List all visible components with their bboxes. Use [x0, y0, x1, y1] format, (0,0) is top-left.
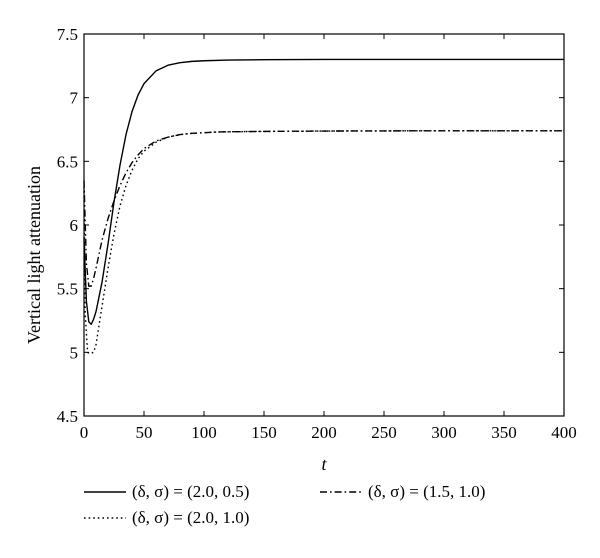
x-tick-label: 50 [136, 423, 153, 442]
series-line-dashdot [83, 130, 564, 287]
series-line-solid [83, 58, 564, 326]
plot-frame [83, 33, 565, 417]
x-tick-label: 0 [80, 423, 89, 442]
x-tick-label: 350 [491, 423, 517, 442]
x-tick-label: 100 [191, 423, 217, 442]
x-tick-label: 150 [251, 423, 277, 442]
axis-ticks [83, 33, 565, 417]
y-tick-label: 5.5 [57, 280, 78, 299]
y-tick-label: 7 [70, 89, 79, 108]
x-axis-label: t [321, 454, 327, 474]
tick-labels: 0 50 100 150 200 250 300 350 400 4.5 5 5.5 6 6.5 7 7.5 [57, 25, 577, 442]
x-tick-label: 200 [311, 423, 337, 442]
plot-area [83, 33, 565, 417]
series-line-dotted [83, 130, 564, 355]
legend-label: (δ, σ) = (1.5, 1.0) [368, 482, 485, 501]
x-tick-label: 300 [431, 423, 457, 442]
legend-label: (δ, σ) = (2.0, 1.0) [132, 508, 249, 527]
x-tick-label: 250 [371, 423, 397, 442]
y-tick-label: 5 [70, 343, 79, 362]
y-tick-label: 6 [70, 216, 79, 235]
series-layer [83, 58, 564, 355]
x-tick-label: 400 [551, 423, 577, 442]
y-tick-label: 6.5 [57, 152, 78, 171]
legend-label: (δ, σ) = (2.0, 0.5) [132, 482, 249, 501]
legend: (δ, σ) = (2.0, 0.5) (δ, σ) = (1.5, 1.0) (δ… [84, 482, 485, 527]
y-axis-label: Vertical light attenuation [24, 166, 44, 344]
y-tick-label: 7.5 [57, 25, 78, 44]
y-tick-label: 4.5 [57, 407, 78, 426]
